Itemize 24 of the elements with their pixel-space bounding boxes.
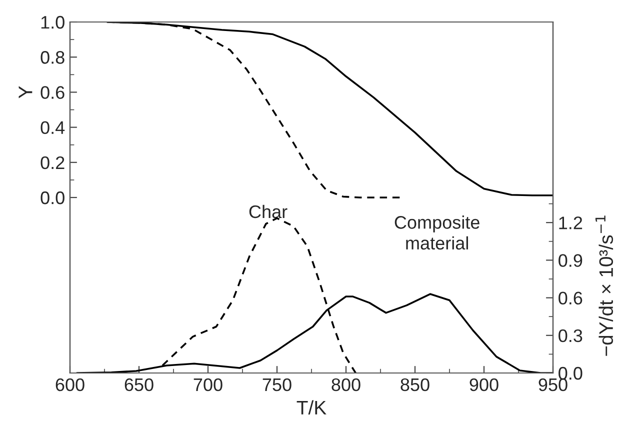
x-tick-label: 850 [400, 378, 430, 392]
x-tick-label: 600 [56, 378, 84, 392]
x-tick-label: 650 [124, 378, 154, 392]
x-tick-label: 750 [262, 378, 292, 392]
y2-tick-label: 0.0 [558, 366, 582, 380]
x-tick-label: 950 [538, 378, 568, 392]
y2-tick-label: 0.9 [558, 254, 582, 267]
y-axis-title: Y [18, 86, 32, 98]
y2-tick-label: 0.6 [558, 292, 582, 305]
y2-tick-label: 1.2 [559, 216, 582, 230]
y2-axis-title: −dY/dt × 10³/s$^{−1}$ [595, 216, 614, 356]
x-tick-label: 700 [194, 378, 222, 392]
x-tick-label: 900 [470, 378, 498, 392]
x-tick-label: 800 [332, 378, 360, 392]
y2-tick-label: 0.3 [558, 329, 582, 342]
y-tick-label: 0.2 [40, 156, 64, 170]
y-tick-label: 0.0 [40, 191, 64, 204]
annotation: Char [249, 204, 288, 218]
x-axis-title: T/K [296, 400, 326, 415]
annotation: Composite material [394, 216, 480, 250]
y-tick-label: 0.4 [40, 121, 65, 134]
y-tick-label: 0.8 [40, 51, 64, 64]
y-tick-label: 1.0 [41, 16, 64, 29]
y-tick-label: 0.6 [40, 86, 64, 99]
